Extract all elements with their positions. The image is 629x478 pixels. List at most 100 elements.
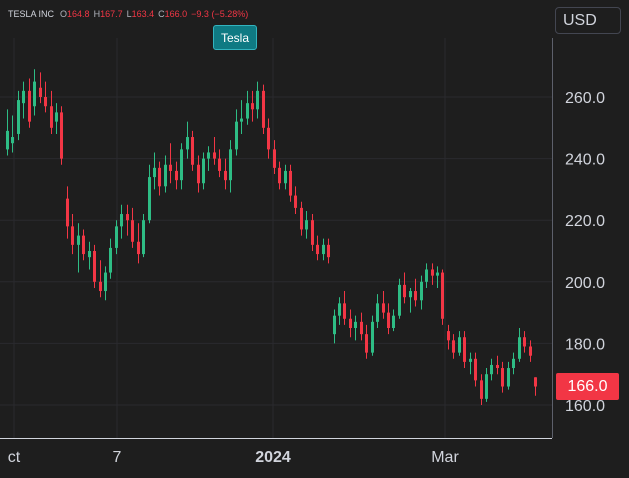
candle-body	[420, 281, 423, 301]
candle-body	[246, 103, 249, 119]
candle	[518, 328, 521, 362]
candle-body	[496, 364, 499, 369]
candle	[343, 291, 346, 325]
tesla-marker-label[interactable]: Tesla	[213, 25, 258, 50]
candle	[158, 161, 161, 196]
candle-body	[469, 358, 472, 362]
candle	[382, 291, 385, 319]
candle-body	[338, 303, 341, 316]
candle-body	[425, 269, 428, 282]
candle	[131, 207, 134, 248]
time-tick-label: 7	[113, 449, 122, 466]
price-tick-label: 220.0	[565, 213, 605, 230]
candle	[109, 238, 112, 279]
candle-body	[409, 291, 412, 298]
candle	[322, 238, 325, 261]
time-axis[interactable]: ct 7 2024 Mar	[8, 449, 460, 466]
candle	[436, 266, 439, 288]
candle-body	[99, 281, 102, 292]
price-tick-label: 160.0	[565, 398, 605, 415]
candle	[534, 377, 537, 396]
candle-body	[316, 244, 319, 255]
currency-button[interactable]: USD	[555, 7, 621, 34]
candle	[267, 118, 270, 159]
candle-body	[115, 226, 118, 248]
high-value: 167.7	[100, 9, 123, 19]
candle-body	[398, 284, 401, 316]
candle-body	[251, 103, 254, 110]
candle-body	[33, 81, 36, 107]
candle-body	[284, 170, 287, 184]
candle	[294, 186, 297, 215]
candle	[164, 155, 167, 193]
price-tick-label: 240.0	[565, 152, 605, 169]
candle-body	[77, 235, 80, 245]
candle	[153, 152, 156, 190]
candle-body	[523, 337, 526, 347]
candle	[392, 309, 395, 332]
candle-body	[507, 368, 510, 387]
candle-body	[452, 340, 455, 353]
candle	[148, 164, 151, 224]
candle-body	[202, 158, 205, 184]
candle-body	[512, 358, 515, 369]
close-value: 166.0	[164, 9, 188, 19]
candle-body	[354, 321, 357, 328]
candle	[55, 103, 58, 134]
candle	[458, 331, 461, 356]
candle	[120, 204, 123, 239]
candle-body	[207, 152, 210, 159]
candle-body	[169, 164, 172, 171]
candle-body	[333, 315, 336, 335]
candle	[316, 235, 319, 261]
candle	[376, 294, 379, 328]
candle	[50, 90, 53, 134]
low-label: L	[126, 9, 132, 19]
candle	[229, 140, 232, 193]
candle-body	[88, 251, 91, 258]
candle-body	[109, 247, 112, 273]
candle-body	[218, 158, 221, 171]
candle	[333, 309, 336, 344]
candle	[490, 358, 493, 381]
candle	[6, 109, 9, 156]
candle	[218, 149, 221, 178]
candle	[349, 309, 352, 338]
candle-body	[480, 380, 483, 399]
candle-body	[534, 377, 537, 387]
candle-body	[343, 303, 346, 319]
candle	[115, 220, 118, 255]
candle-body	[213, 152, 216, 159]
candle	[311, 214, 314, 251]
time-tick-label: 2024	[255, 449, 291, 466]
candle	[485, 368, 488, 402]
last-price-label: 166.0	[556, 373, 619, 400]
candle	[496, 355, 499, 375]
candle-body	[392, 315, 395, 328]
candle-body	[485, 374, 488, 399]
candle	[93, 244, 96, 288]
candle-body	[104, 272, 107, 292]
candle	[441, 269, 444, 325]
candle-body	[197, 164, 200, 184]
candle	[17, 90, 20, 141]
candle-body	[371, 321, 374, 353]
candle-body	[518, 337, 521, 359]
candle-body	[463, 337, 466, 362]
open-value: 164.8	[67, 9, 90, 19]
candle	[327, 238, 330, 264]
candle-body	[376, 303, 379, 322]
candle	[142, 214, 145, 258]
candle-body	[289, 170, 292, 196]
candle-body	[278, 167, 281, 184]
close-label: C	[158, 9, 165, 19]
candle	[387, 303, 390, 335]
open-label: O	[60, 9, 68, 19]
candle-body	[458, 337, 461, 353]
price-axis[interactable]: 160.0 180.0 200.0 220.0 240.0 260.0	[565, 90, 605, 415]
candle	[251, 90, 254, 122]
candle-body	[273, 149, 276, 168]
candle	[104, 266, 107, 301]
candle-body	[191, 137, 194, 165]
